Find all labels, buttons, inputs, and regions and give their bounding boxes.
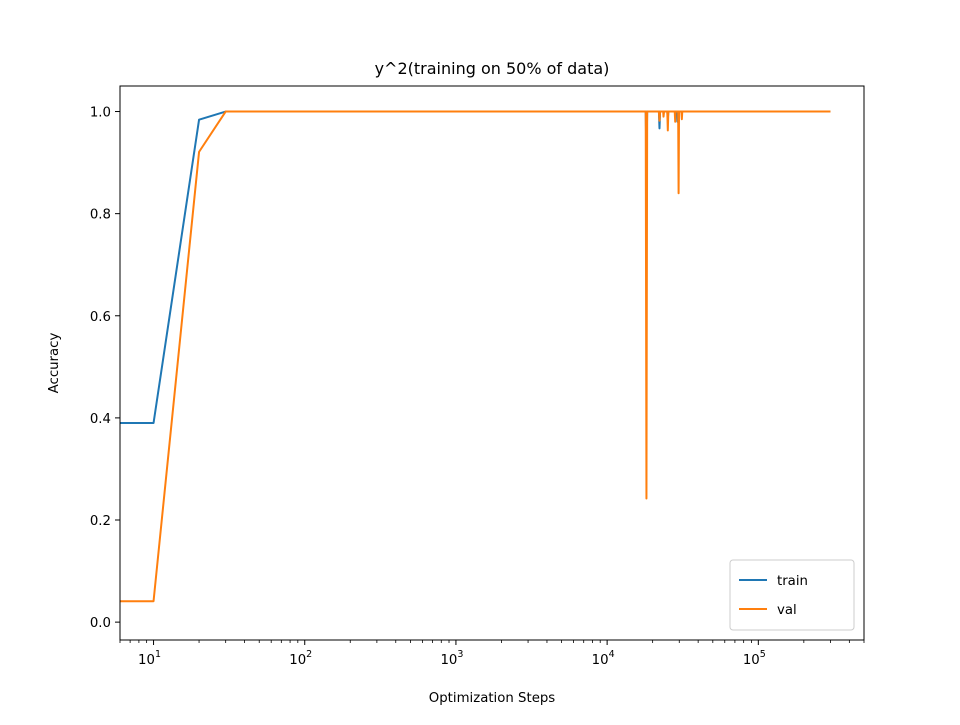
series-layer [120,110,831,603]
y-tick-label: 0.0 [90,616,111,631]
chart-title: y^2(training on 50% of data) [375,59,610,78]
y-axis-label: Accuracy [47,333,62,394]
legend-box [729,559,855,631]
y-tick-label: 0.4 [90,412,111,427]
x-tick-label: 104 [592,649,615,668]
legend: train val [729,559,855,631]
x-tick-label: 101 [138,649,161,668]
legend-label-train: train [777,574,808,589]
x-tick-label: 103 [440,649,463,668]
x-axis-label: Optimization Steps [429,691,556,706]
x-tick-label: 102 [289,649,312,668]
series-line-train [120,110,831,424]
series-line-val [120,110,831,603]
y-tick-label: 0.2 [90,514,111,529]
y-tick-label: 0.8 [90,208,111,223]
legend-label-val: val [777,603,797,618]
y-tick-label: 1.0 [90,106,111,121]
x-tick-label: 105 [743,649,766,668]
y-tick-label: 0.6 [90,310,111,325]
plot-frame [119,85,865,641]
